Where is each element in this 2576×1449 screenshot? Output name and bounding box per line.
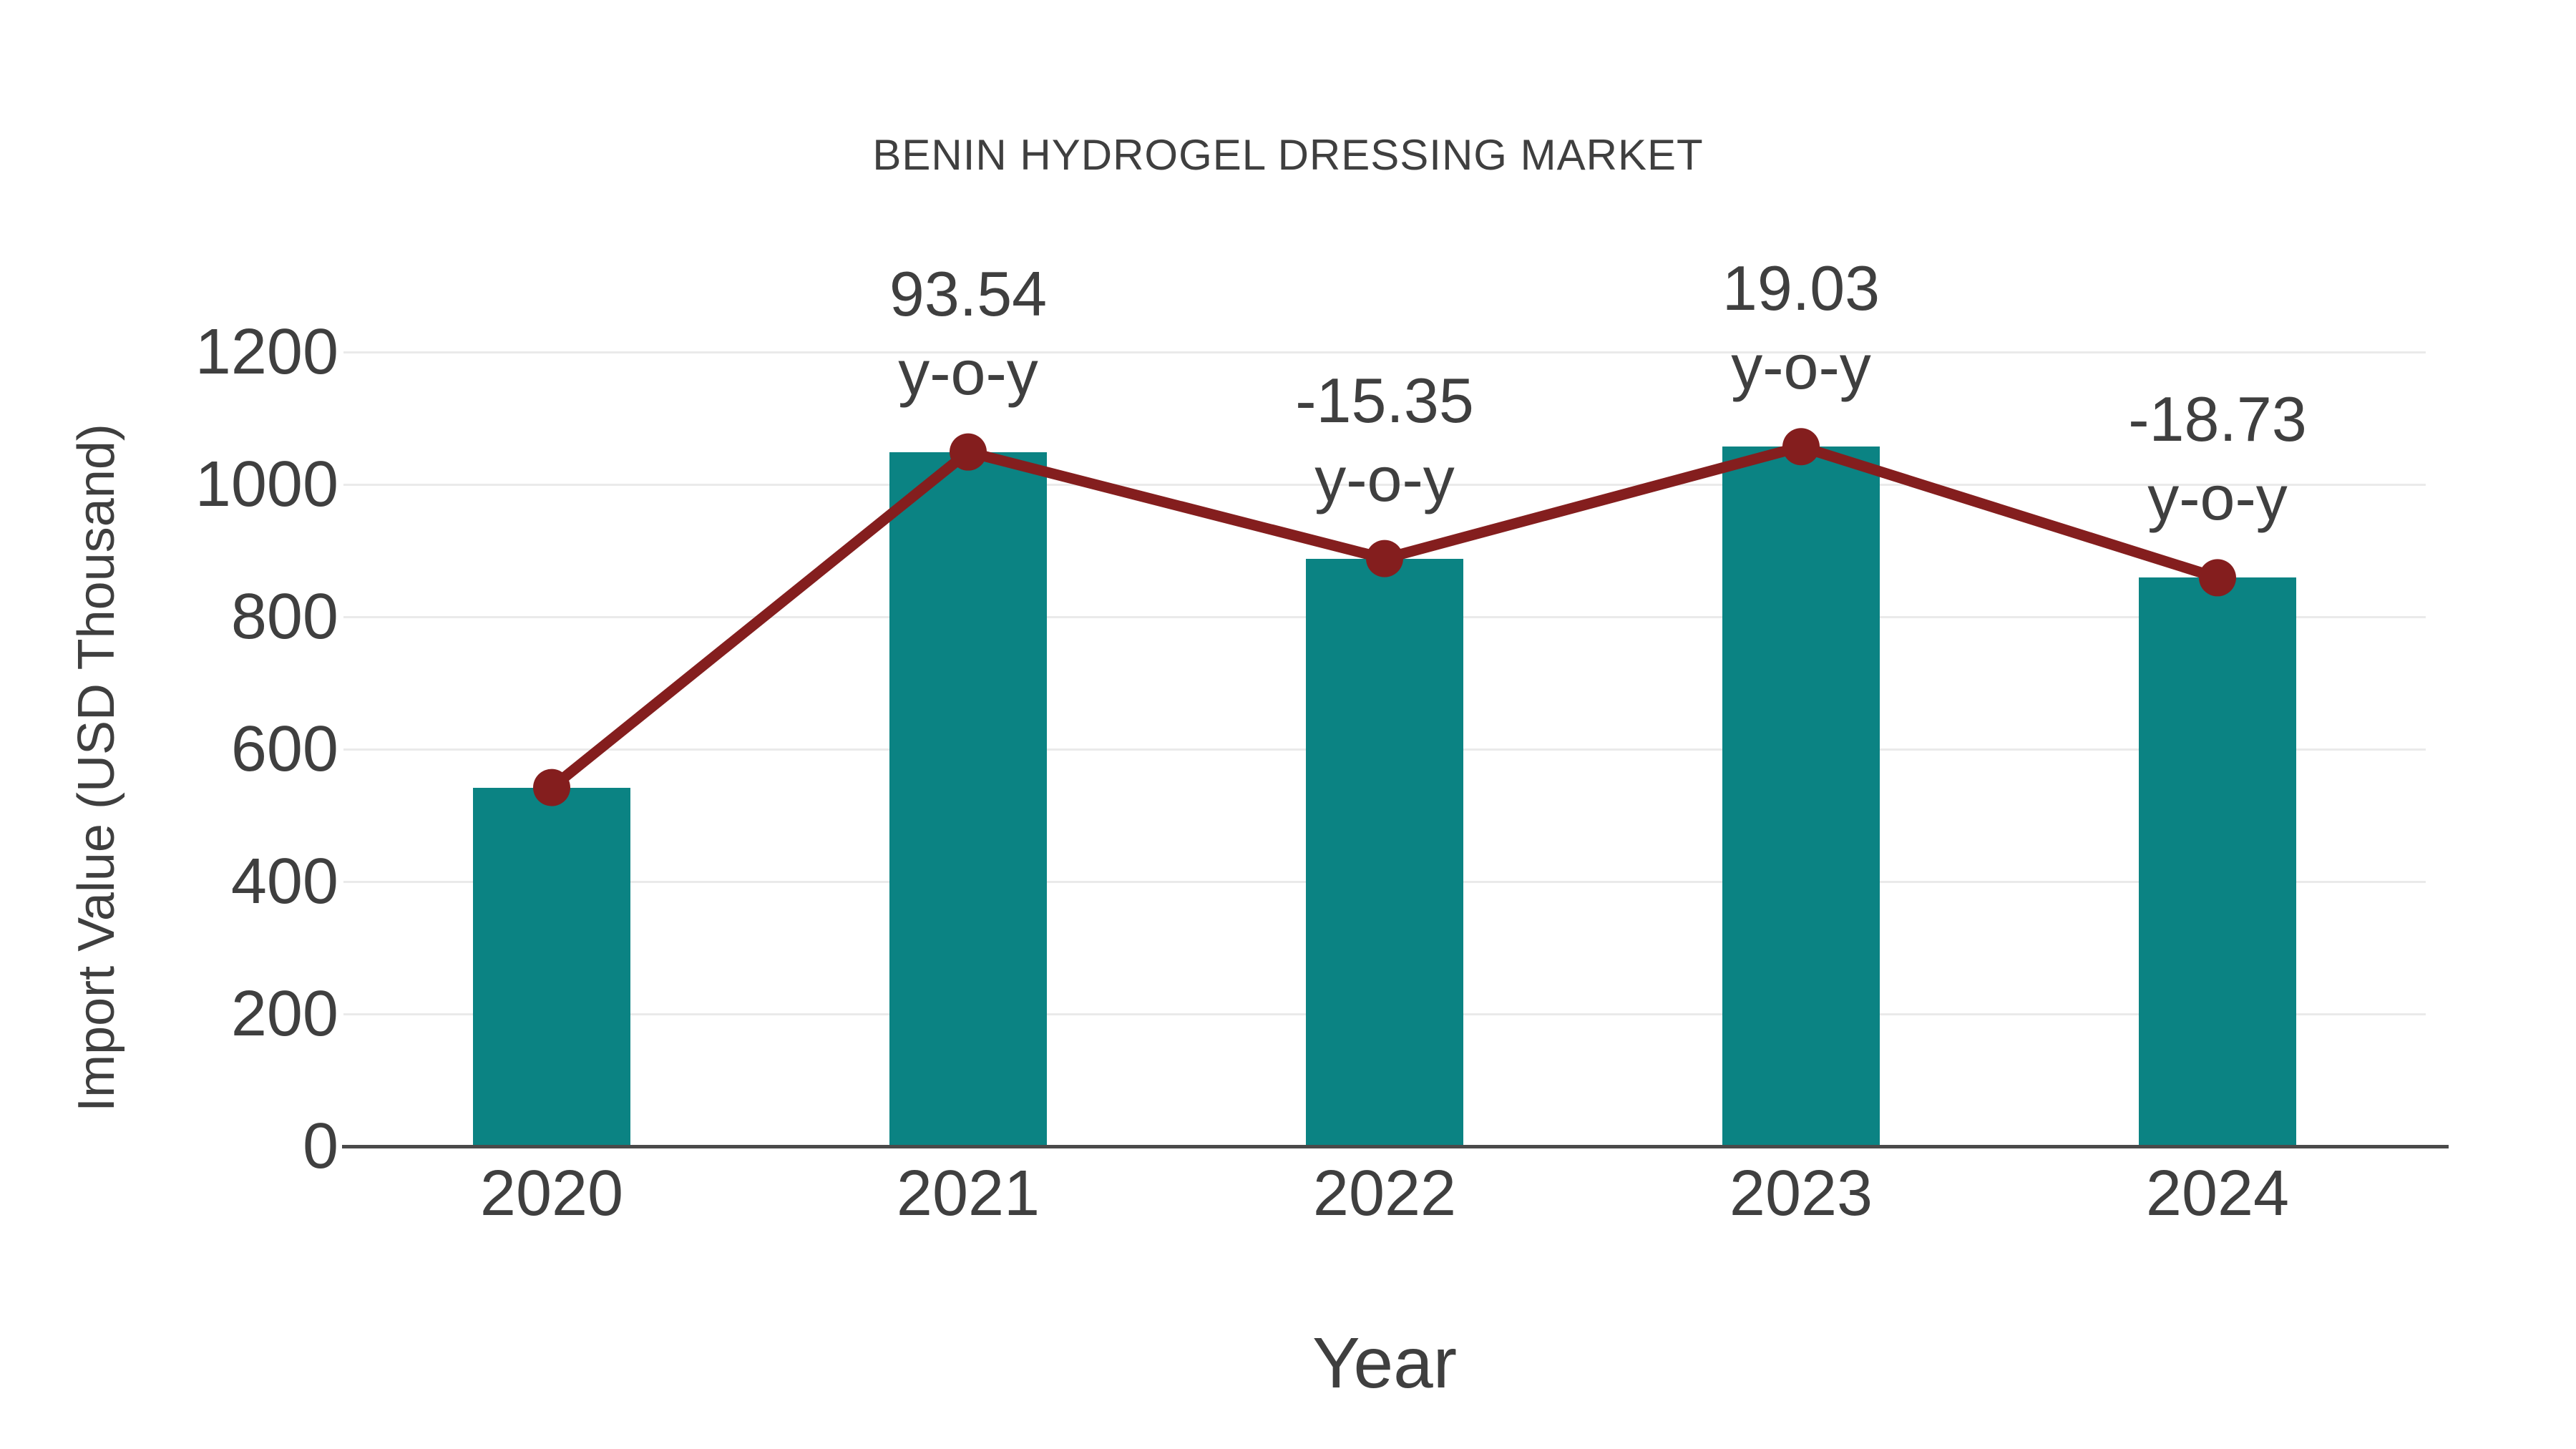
y-tick-label-800: 800 — [230, 581, 338, 653]
data-point-marker-2022 — [1366, 540, 1403, 577]
x-tick-label-2021: 2021 — [896, 1158, 1040, 1229]
y-tick-label-400: 400 — [230, 846, 338, 917]
bar-2021 — [889, 452, 1047, 1146]
y-tick-label-1000: 1000 — [195, 449, 338, 520]
yoy-value-2021: 93.54 — [889, 258, 1048, 329]
data-point-marker-2020 — [533, 769, 570, 806]
data-point-marker-2024 — [2199, 559, 2236, 597]
yoy-annotation-2023: 19.03 y-o-y — [1572, 249, 2030, 406]
gridline-y-1200 — [343, 351, 2426, 353]
bar-2024 — [2139, 577, 2296, 1146]
gridline-y-1000 — [343, 483, 2426, 486]
yoy-suffix-2022: y-o-y — [1314, 443, 1455, 514]
y-tick-label-600: 600 — [230, 713, 338, 785]
x-axis-line — [342, 1145, 2449, 1148]
y-tick-label-0: 0 — [302, 1111, 338, 1182]
data-point-marker-2023 — [1782, 428, 1820, 466]
yoy-annotation-2021: 93.54 y-o-y — [739, 255, 1197, 412]
yoy-suffix-2023: y-o-y — [1731, 331, 1871, 403]
y-tick-label-200: 200 — [230, 978, 338, 1050]
yoy-suffix-2021: y-o-y — [898, 336, 1038, 408]
yoy-suffix-2024: y-o-y — [2147, 462, 2288, 534]
yoy-annotation-2022: -15.35 y-o-y — [1156, 361, 1614, 519]
bar-2023 — [1722, 447, 1880, 1146]
y-tick-label-1200: 1200 — [195, 316, 338, 388]
chart-title: BENIN HYDROGEL DRESSING MARKET — [872, 131, 1704, 179]
x-axis-title: Year — [1312, 1323, 1458, 1403]
yoy-annotation-2024: -18.73 y-o-y — [1989, 380, 2446, 537]
x-tick-label-2020: 2020 — [479, 1158, 624, 1229]
data-point-marker-2021 — [950, 433, 987, 471]
x-tick-label-2022: 2022 — [1312, 1158, 1457, 1229]
bar-2022 — [1306, 558, 1463, 1146]
yoy-value-2024: -18.73 — [2128, 384, 2307, 455]
bar-2020 — [473, 787, 630, 1146]
yoy-value-2023: 19.03 — [1722, 253, 1880, 324]
x-tick-label-2023: 2023 — [1729, 1158, 1873, 1229]
yoy-value-2022: -15.35 — [1295, 364, 1474, 436]
x-tick-label-2024: 2024 — [2145, 1158, 2290, 1229]
